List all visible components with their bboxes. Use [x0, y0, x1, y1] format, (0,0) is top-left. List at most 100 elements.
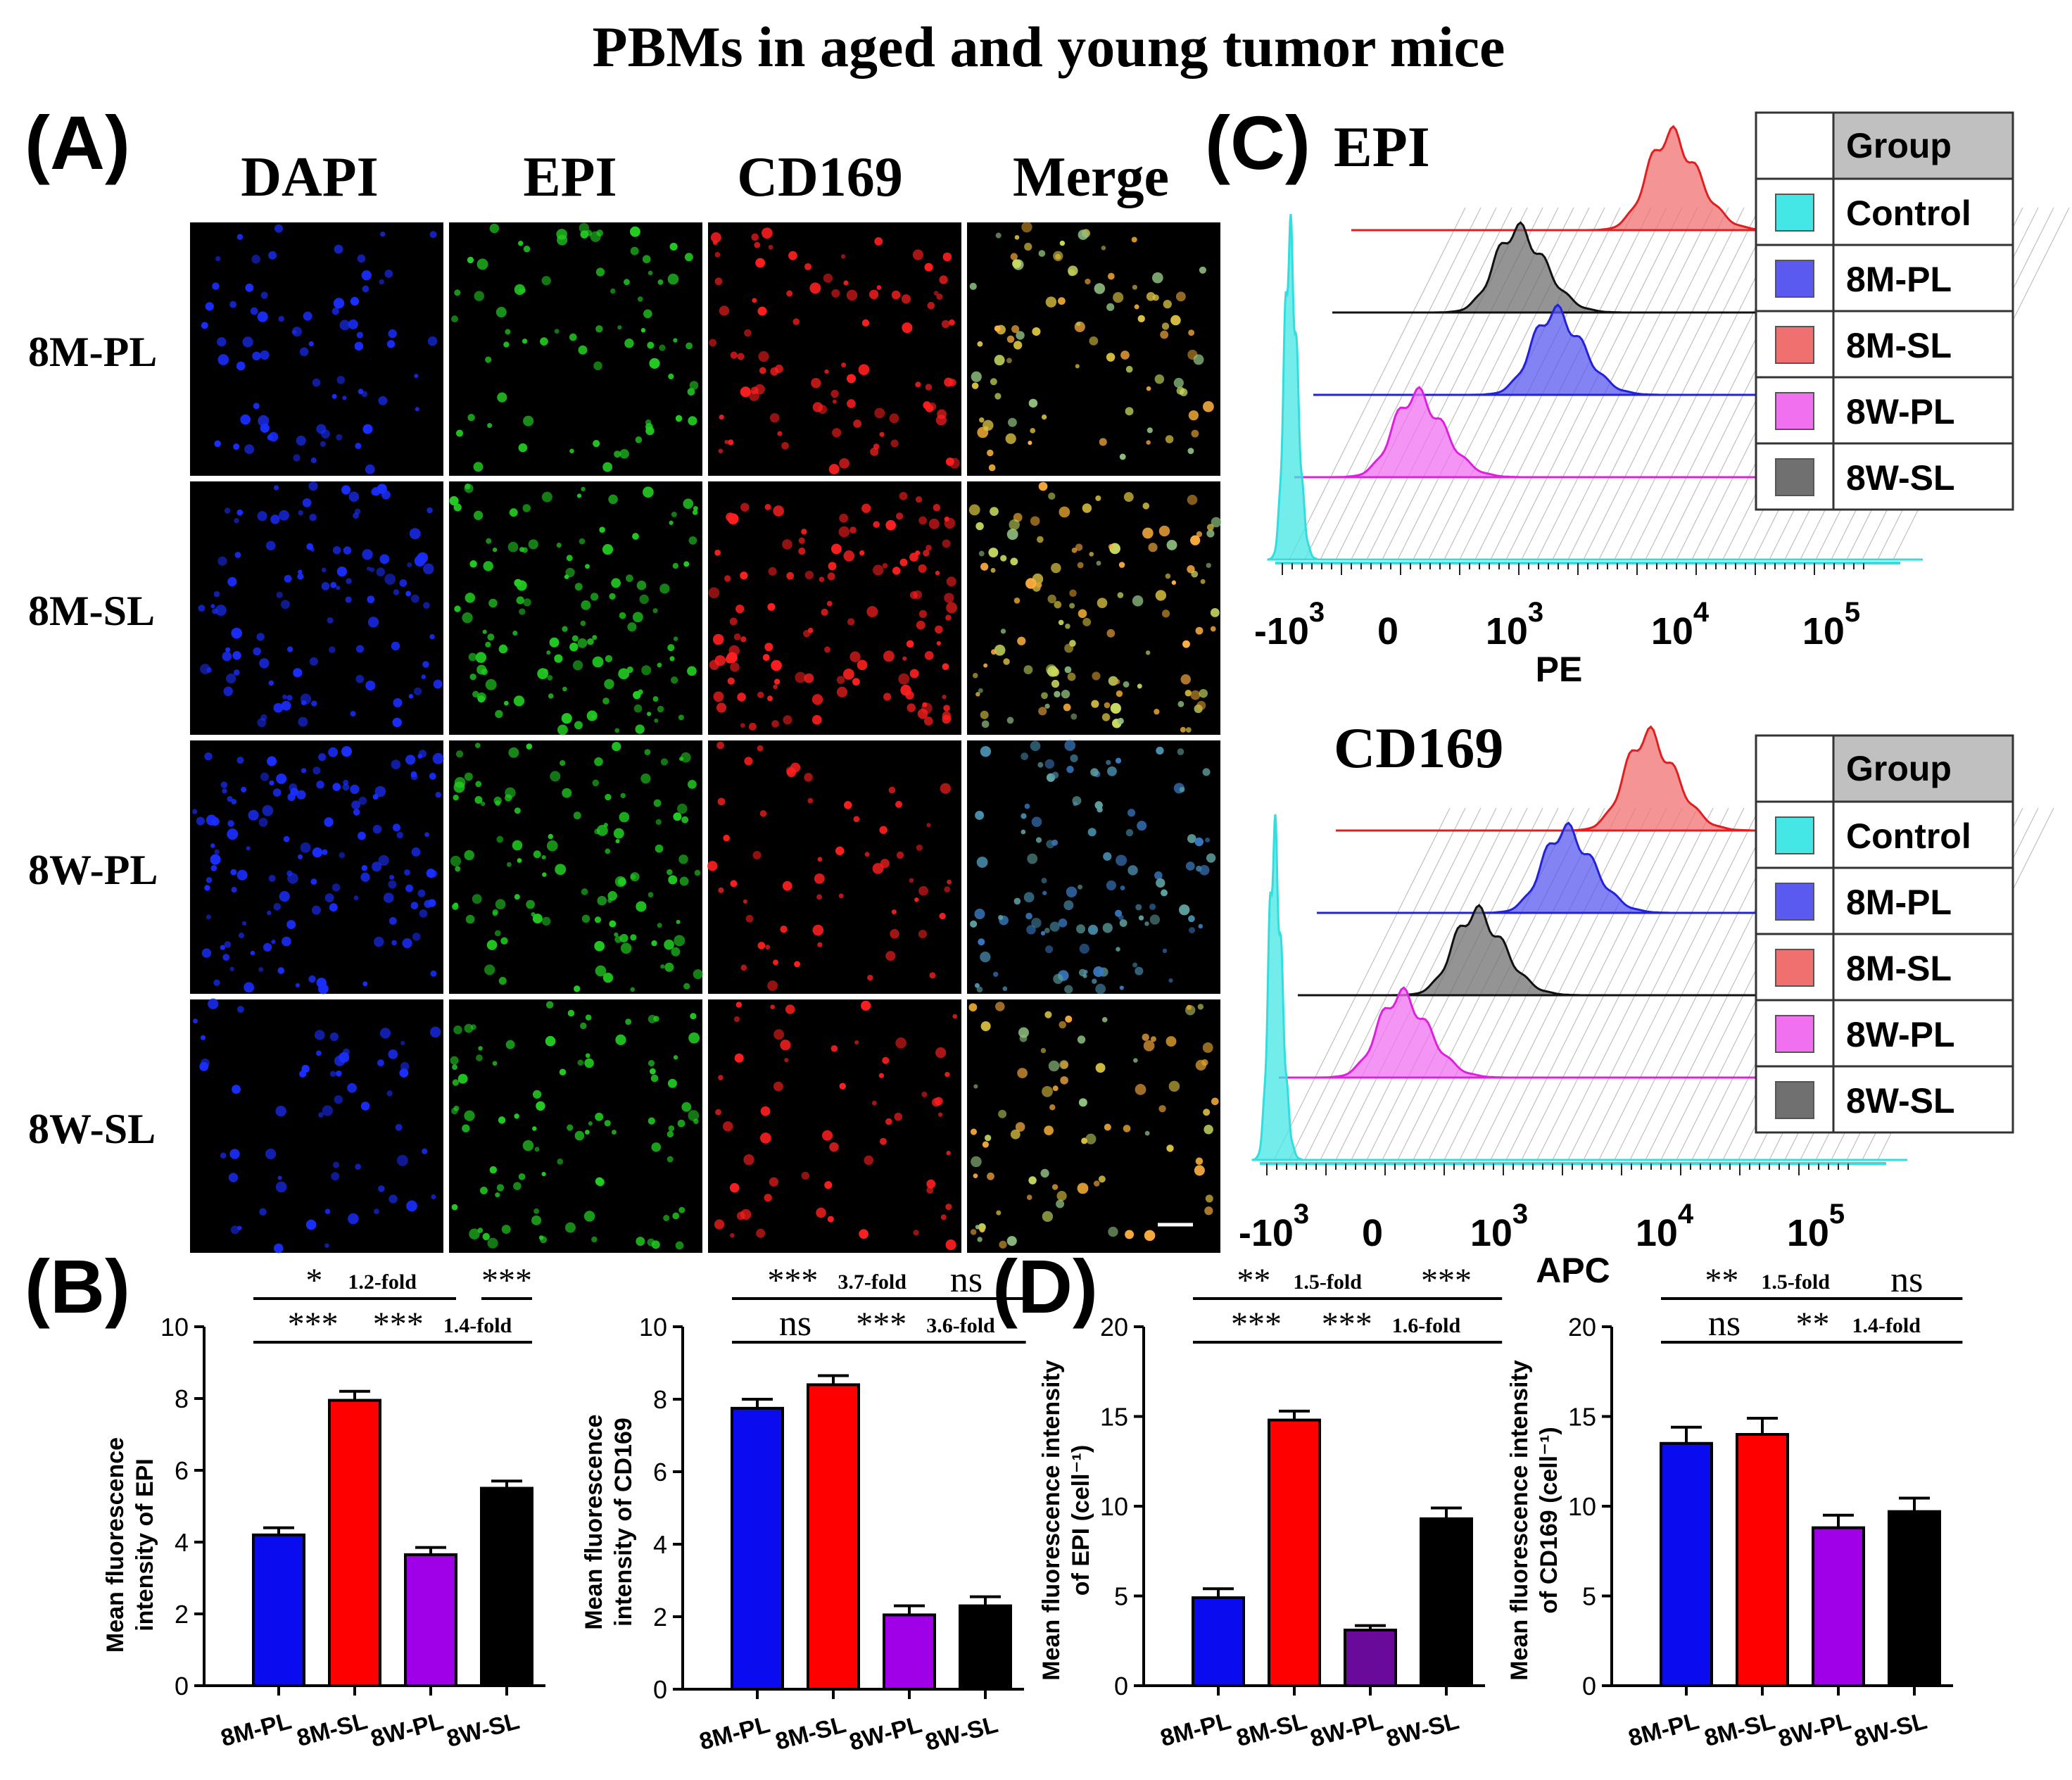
cell: [1101, 1016, 1108, 1023]
y-tick-label: 10: [1568, 1492, 1596, 1521]
histogram-fill-8m-pl: [1317, 823, 1670, 913]
cell: [450, 1056, 459, 1065]
cell: [331, 308, 339, 315]
cell: [993, 971, 999, 977]
cell: [259, 1208, 267, 1216]
y-tick-label: 4: [653, 1530, 667, 1559]
cell: [1051, 771, 1059, 779]
cell: [519, 547, 525, 553]
cell: [675, 1241, 684, 1250]
cell: [469, 674, 476, 681]
x-axis-label: PE: [1536, 650, 1583, 689]
cell: [269, 780, 274, 786]
cell: [822, 1130, 833, 1141]
cell: [921, 1091, 928, 1098]
grid-line: [1583, 807, 1760, 1161]
cell: [1031, 816, 1042, 827]
cell: [348, 491, 360, 503]
cell: [1101, 713, 1111, 721]
cell: [934, 1097, 943, 1106]
cell: [1053, 251, 1063, 261]
cell: [1104, 702, 1111, 709]
cell: [486, 940, 498, 950]
cell: [642, 255, 651, 264]
cell: [1166, 1036, 1177, 1047]
cell: [655, 844, 664, 853]
cell: [263, 942, 272, 952]
cell: [773, 1081, 783, 1092]
cell: [1056, 1199, 1065, 1208]
cell: [654, 718, 659, 723]
x-axis-label: APC: [1536, 1251, 1610, 1290]
cell: [740, 636, 747, 643]
cell: [694, 869, 701, 876]
histogram-curve-8m-sl: [1336, 725, 1753, 832]
cell: [1087, 828, 1097, 837]
cell: [1010, 557, 1018, 566]
cell: [1194, 1165, 1205, 1176]
legend-swatch-8m-sl: [1775, 949, 1814, 987]
cell: [689, 381, 699, 390]
cell: [830, 389, 839, 398]
cell: [454, 289, 461, 296]
cell: [331, 1172, 340, 1181]
cell: [648, 1117, 655, 1125]
cell: [514, 1113, 519, 1119]
cell: [677, 1119, 686, 1128]
cell: [1199, 688, 1208, 698]
cell: [289, 783, 298, 792]
cell: [378, 1185, 385, 1192]
cell: [536, 1101, 545, 1111]
cell: [1125, 1230, 1135, 1239]
cell: [1010, 1129, 1021, 1140]
cell: [1040, 1168, 1049, 1178]
cell: [1107, 766, 1117, 776]
cell: [1187, 494, 1198, 505]
cell: [497, 392, 507, 403]
cell: [574, 583, 583, 591]
bar-8m-pl: [1192, 1596, 1245, 1688]
cell: [841, 254, 846, 259]
histogram-title: EPI: [1334, 115, 1430, 179]
cell: [577, 1059, 584, 1066]
x-tick-label: -103: [1254, 597, 1325, 652]
cell: [358, 831, 366, 840]
cell: [1077, 1035, 1086, 1044]
cell: [1006, 1236, 1017, 1246]
cell: [937, 1112, 943, 1117]
cell: [421, 674, 427, 680]
cell: [1087, 924, 1099, 935]
cell: [859, 550, 865, 556]
cell: [1132, 284, 1137, 290]
grid-line: [1598, 207, 1776, 560]
cell: [1058, 918, 1068, 928]
micrograph-tile: [449, 481, 702, 735]
cell: [1044, 1011, 1052, 1018]
cell: [724, 575, 731, 582]
cell: [830, 543, 842, 555]
legend-label-cell: [1832, 177, 2014, 246]
cell: [392, 717, 402, 728]
cell: [431, 1194, 436, 1200]
cell: [718, 887, 724, 893]
cell: [487, 633, 495, 641]
cell: [767, 980, 778, 991]
cell: [240, 414, 251, 425]
cell: [1123, 492, 1134, 502]
micrograph-tile: [190, 481, 443, 735]
cell: [1187, 448, 1194, 455]
cell: [891, 290, 901, 300]
cell: [1154, 709, 1160, 715]
cell: [322, 849, 328, 855]
cell: [693, 506, 698, 511]
cell: [687, 388, 695, 396]
cell: [859, 1229, 869, 1239]
cell: [453, 781, 465, 793]
cell: [220, 945, 225, 950]
cell: [673, 338, 678, 343]
cell: [475, 652, 487, 663]
histogram-curve-control: [1267, 213, 1319, 561]
cell: [396, 1154, 408, 1166]
cell: [301, 700, 307, 706]
